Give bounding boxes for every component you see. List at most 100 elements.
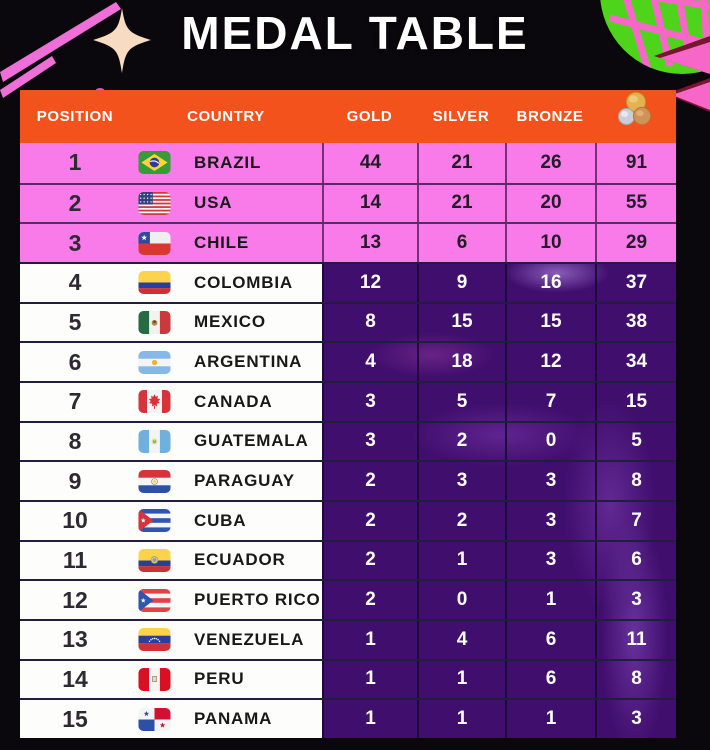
- country-name: USA: [194, 193, 233, 213]
- gold-count-cell: 12: [322, 263, 417, 302]
- gold-count-cell: 3: [322, 422, 417, 461]
- bronze-count-cell: 3: [505, 462, 595, 500]
- country-cell: PUERTO RICO: [130, 581, 322, 619]
- country-cell: PERU: [130, 660, 322, 699]
- bronze-count-cell: 26: [505, 143, 595, 183]
- gold-count-cell: 2: [322, 541, 417, 580]
- country-cell: USA: [130, 184, 322, 223]
- table-row: 4 COLOMBIA 12 9 16 37: [20, 261, 676, 302]
- header-position: POSITION: [36, 108, 114, 125]
- country-name: VENEZUELA: [194, 629, 305, 649]
- silver-count-cell: 2: [417, 422, 505, 461]
- silver-count-cell: 4: [417, 620, 505, 659]
- flag-icon-cuba: [138, 509, 171, 533]
- country-name: GUATEMALA: [194, 431, 309, 451]
- silver-count-cell: 6: [417, 224, 505, 262]
- position-cell: 5: [20, 303, 130, 342]
- flag-icon-canada: [138, 390, 171, 414]
- position-cell: 4: [20, 263, 130, 302]
- position-cell: 9: [20, 462, 130, 500]
- bronze-count-cell: 1: [505, 700, 595, 738]
- position-cell: 14: [20, 660, 130, 699]
- header-bronze: BRONZE: [516, 108, 584, 125]
- gold-count-cell: 14: [322, 184, 417, 223]
- silver-count-cell: 21: [417, 143, 505, 183]
- total-count-cell: 37: [595, 263, 676, 302]
- total-count-cell: 3: [595, 700, 676, 738]
- flag-icon-ecuador: [138, 548, 171, 572]
- total-count-cell: 6: [595, 541, 676, 580]
- flag-icon-brazil: [138, 151, 171, 175]
- country-name: ARGENTINA: [194, 352, 303, 372]
- total-count-cell: 7: [595, 501, 676, 540]
- position-cell: 12: [20, 581, 130, 619]
- position-cell: 11: [20, 541, 130, 580]
- bronze-count-cell: 0: [505, 422, 595, 461]
- position-cell: 7: [20, 382, 130, 421]
- table-row: 14 PERU 1 1 6 8: [20, 658, 676, 699]
- bronze-count-cell: 1: [505, 581, 595, 619]
- position-cell: 6: [20, 343, 130, 381]
- total-count-cell: 55: [595, 184, 676, 223]
- country-name: COLOMBIA: [194, 272, 293, 292]
- country-cell: COLOMBIA: [130, 263, 322, 302]
- position-cell: 1: [20, 143, 130, 183]
- silver-count-cell: 21: [417, 184, 505, 223]
- flag-icon-argentina: [138, 350, 171, 374]
- country-cell: PARAGUAY: [130, 462, 322, 500]
- gold-count-cell: 2: [322, 581, 417, 619]
- country-name: CANADA: [194, 391, 273, 411]
- gold-count-cell: 8: [322, 303, 417, 342]
- total-count-cell: 8: [595, 660, 676, 699]
- flag-icon-chile: [138, 231, 171, 255]
- header-gold: GOLD: [346, 108, 393, 125]
- silver-count-cell: 0: [417, 581, 505, 619]
- table-row: 10 CUBA 2 2 3 7: [20, 499, 676, 540]
- medal-table: POSITION COUNTRY GOLD SILVER BRONZE 1: [20, 90, 676, 738]
- total-count-cell: 29: [595, 224, 676, 262]
- country-cell: MEXICO: [130, 303, 322, 342]
- table-header-row: POSITION COUNTRY GOLD SILVER BRONZE: [20, 90, 676, 143]
- bronze-count-cell: 3: [505, 541, 595, 580]
- table-row: 15 PANAMA 1 1 1 3: [20, 698, 676, 738]
- country-name: CUBA: [194, 510, 247, 530]
- total-count-cell: 3: [595, 581, 676, 619]
- header-total: [595, 92, 676, 129]
- silver-count-cell: 15: [417, 303, 505, 342]
- bronze-count-cell: 7: [505, 382, 595, 421]
- country-name: PERU: [194, 669, 245, 689]
- country-cell: BRAZIL: [130, 143, 322, 183]
- country-cell: CANADA: [130, 382, 322, 421]
- flag-icon-paraguay: [138, 469, 171, 493]
- flag-icon-colombia: [138, 271, 171, 295]
- country-cell: VENEZUELA: [130, 620, 322, 659]
- total-count-cell: 8: [595, 462, 676, 500]
- table-row: 5 MEXICO 8 15 15 38: [20, 301, 676, 342]
- country-cell: PANAMA: [130, 700, 322, 738]
- header-country: COUNTRY: [187, 108, 265, 125]
- bronze-count-cell: 10: [505, 224, 595, 262]
- country-name: PUERTO RICO: [194, 590, 321, 610]
- country-cell: CHILE: [130, 224, 322, 262]
- position-cell: 13: [20, 620, 130, 659]
- silver-count-cell: 1: [417, 700, 505, 738]
- silver-count-cell: 2: [417, 501, 505, 540]
- gold-count-cell: 4: [322, 343, 417, 381]
- gold-count-cell: 3: [322, 382, 417, 421]
- header-silver: SILVER: [432, 108, 490, 125]
- total-count-cell: 15: [595, 382, 676, 421]
- country-name: ECUADOR: [194, 550, 286, 570]
- table-row: 12 PUERTO RICO 2 0 1 3: [20, 579, 676, 619]
- table-row: 7 CANADA 3 5 7 15: [20, 380, 676, 421]
- gold-count-cell: 2: [322, 462, 417, 500]
- position-cell: 3: [20, 224, 130, 262]
- country-name: MEXICO: [194, 312, 266, 332]
- gold-count-cell: 13: [322, 224, 417, 262]
- silver-count-cell: 5: [417, 382, 505, 421]
- country-name: PANAMA: [194, 709, 273, 729]
- position-cell: 8: [20, 422, 130, 461]
- table-row: 8 GUATEMALA 3 2 0 5: [20, 420, 676, 461]
- bronze-count-cell: 3: [505, 501, 595, 540]
- silver-count-cell: 1: [417, 541, 505, 580]
- flag-icon-venezuela: [138, 628, 171, 652]
